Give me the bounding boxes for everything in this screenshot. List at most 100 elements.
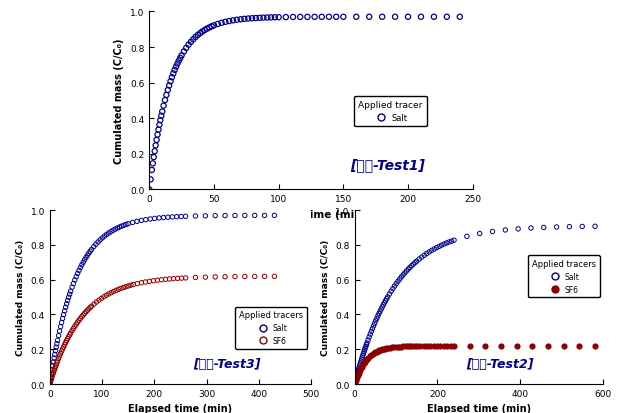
Point xyxy=(45,377,55,384)
Point xyxy=(350,379,360,386)
Point xyxy=(78,312,88,318)
Point xyxy=(60,308,70,314)
Point xyxy=(164,83,174,90)
Point xyxy=(58,311,68,318)
Point xyxy=(89,244,99,250)
Point xyxy=(361,342,371,348)
Point xyxy=(449,343,459,349)
Point xyxy=(442,240,452,247)
Point xyxy=(360,347,369,354)
Point xyxy=(146,177,156,183)
Point xyxy=(202,26,212,33)
Point xyxy=(388,286,398,292)
Point xyxy=(119,223,129,229)
Point xyxy=(496,343,506,349)
Point xyxy=(403,343,413,350)
Point xyxy=(58,346,68,352)
Point xyxy=(160,276,170,283)
Point xyxy=(352,374,362,381)
Point xyxy=(172,61,182,68)
Point xyxy=(45,381,55,387)
Point xyxy=(363,337,373,344)
Point xyxy=(270,15,280,21)
Point xyxy=(388,344,397,351)
Point xyxy=(389,344,399,351)
Point xyxy=(338,14,348,21)
Point xyxy=(353,371,363,378)
Point xyxy=(377,347,387,353)
Point xyxy=(400,270,410,277)
Point xyxy=(172,275,182,282)
Point xyxy=(373,313,383,319)
Point xyxy=(361,357,371,363)
Point xyxy=(53,358,63,364)
Legend: Salt, SF6: Salt, SF6 xyxy=(527,256,600,298)
Point xyxy=(47,367,57,373)
Point xyxy=(61,304,71,311)
Point xyxy=(48,371,58,378)
Point xyxy=(355,362,365,368)
Point xyxy=(55,350,65,357)
Point xyxy=(68,280,78,287)
Point xyxy=(101,232,111,238)
Point xyxy=(254,15,264,22)
Point xyxy=(251,16,261,22)
Point xyxy=(170,67,180,74)
Point xyxy=(354,370,364,376)
Point xyxy=(66,288,76,295)
Point xyxy=(240,273,250,280)
Point xyxy=(50,348,60,354)
Point xyxy=(65,291,75,298)
Point xyxy=(356,358,366,364)
Point xyxy=(165,79,175,85)
Point xyxy=(410,260,420,266)
Point xyxy=(259,213,269,219)
Point xyxy=(73,319,83,326)
Point xyxy=(136,280,146,286)
Point xyxy=(45,379,55,386)
Point xyxy=(50,351,60,358)
Point xyxy=(449,237,459,244)
Point xyxy=(57,348,67,355)
Point xyxy=(357,354,367,361)
Point xyxy=(117,223,127,230)
Point xyxy=(412,258,422,265)
Point xyxy=(171,64,181,71)
Point xyxy=(181,45,191,52)
Point xyxy=(324,14,334,21)
Point xyxy=(186,40,196,46)
Point xyxy=(429,14,439,21)
Point xyxy=(351,375,361,382)
Point xyxy=(355,368,364,375)
Point xyxy=(361,343,371,350)
Point xyxy=(228,18,238,24)
Point xyxy=(351,375,361,382)
Point xyxy=(354,366,364,373)
Point xyxy=(123,283,133,290)
Point xyxy=(72,273,81,280)
Point xyxy=(415,343,425,349)
Point xyxy=(350,381,360,387)
Point xyxy=(442,14,452,21)
Point xyxy=(167,214,177,221)
Point xyxy=(63,297,73,304)
Point xyxy=(74,268,84,274)
Point xyxy=(356,356,366,363)
Point xyxy=(353,368,363,375)
Point xyxy=(106,290,116,296)
Point xyxy=(379,346,389,353)
Point xyxy=(81,309,91,315)
Point xyxy=(374,311,384,317)
Point xyxy=(378,302,388,309)
Point xyxy=(116,285,126,292)
Point xyxy=(169,275,179,282)
Point xyxy=(85,248,95,255)
Point xyxy=(148,161,158,167)
Point xyxy=(172,214,182,221)
Point xyxy=(429,246,439,253)
Point xyxy=(249,273,259,280)
Point xyxy=(144,187,154,193)
Point xyxy=(51,361,61,368)
Point xyxy=(49,355,59,361)
Text: [표층-Test1]: [표층-Test1] xyxy=(350,158,425,172)
